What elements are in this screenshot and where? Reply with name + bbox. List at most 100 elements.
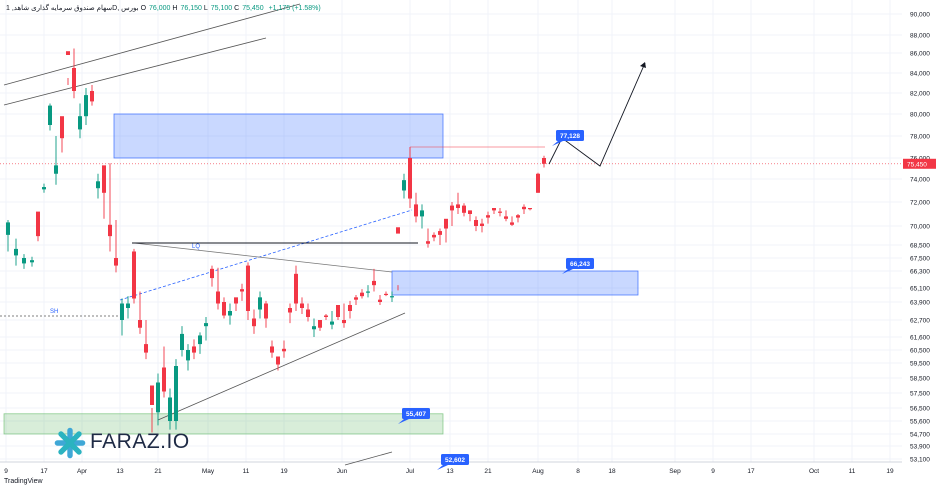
candle-body	[258, 297, 262, 310]
legend-change: +1,175 (+1.58%)	[268, 5, 321, 12]
price-callout: 77,128	[552, 130, 584, 146]
last-price-badge-bg	[903, 158, 936, 169]
price-callout-tail	[437, 465, 448, 470]
y-tick-label: 66,300	[910, 269, 930, 276]
candle-body	[234, 297, 238, 304]
y-tick-label: 68,500	[910, 243, 930, 250]
candle	[120, 298, 124, 336]
candle-body	[6, 222, 10, 235]
candle	[408, 147, 412, 208]
candle	[96, 173, 100, 199]
y-tick-label: 86,000	[910, 51, 930, 58]
candle-body	[342, 320, 346, 324]
candle	[150, 385, 154, 433]
x-tick-label: Oct	[809, 468, 819, 475]
x-tick-label: Aug	[532, 468, 544, 475]
price-callout-bg	[556, 130, 584, 141]
wedge-line-lower	[157, 312, 406, 421]
candle	[240, 283, 244, 301]
candle-body	[132, 251, 136, 299]
candle-body	[306, 309, 310, 317]
price-callout-text: 77,128	[560, 133, 580, 140]
candle	[480, 218, 484, 233]
candle-body	[504, 216, 508, 219]
candle	[528, 208, 532, 211]
price-callout-bg	[441, 454, 469, 465]
candle-body	[510, 222, 514, 225]
candle-body	[168, 397, 172, 421]
x-tick-label: 19	[280, 468, 288, 475]
candle-body	[312, 326, 316, 330]
candle-body	[36, 211, 40, 237]
candle-body	[78, 116, 82, 130]
candle	[192, 339, 196, 360]
candle-body	[22, 258, 26, 264]
projection-path	[548, 62, 646, 167]
x-tick-label: 9	[4, 468, 8, 475]
legend-symbol: سهام‌ صندوق سرمایه گذاری شاهد	[13, 5, 113, 12]
price-callouts: 77,128 66,243 55,407 52,602	[398, 130, 594, 470]
candle-body	[120, 303, 124, 320]
y-tick-label: 65,100	[910, 286, 930, 293]
candle	[330, 311, 334, 330]
y-tick-label: 61,600	[910, 335, 930, 342]
channel-line-lower	[3, 37, 267, 106]
candle-body	[324, 315, 328, 317]
candle-body	[536, 173, 540, 193]
candle-body	[174, 366, 178, 421]
x-tick-label: May	[202, 468, 215, 475]
candle	[222, 297, 226, 319]
candle	[372, 268, 376, 292]
candle-body	[384, 293, 388, 296]
candle-body	[378, 299, 382, 302]
candle	[210, 265, 214, 287]
candle	[282, 340, 286, 358]
legend-high: 76,150	[180, 5, 202, 12]
x-tick-label: 13	[446, 468, 454, 475]
y-tick-label: 57,500	[910, 391, 930, 398]
candle	[468, 210, 472, 222]
annotation-sh: SH	[50, 309, 58, 315]
candle-body	[372, 280, 376, 286]
candle	[108, 163, 112, 252]
candle	[300, 297, 304, 314]
candle-body	[252, 318, 256, 327]
support-zone	[3, 413, 444, 435]
y-tick-label: 70,000	[910, 224, 930, 231]
price-callout: 55,407	[398, 408, 430, 424]
candle	[78, 103, 82, 139]
y-tick-label: 72,000	[910, 200, 930, 207]
candle	[204, 317, 208, 341]
faraz-logo-icon	[54, 427, 86, 459]
y-tick-label: 67,500	[910, 256, 930, 263]
candle	[318, 320, 322, 331]
candle-body	[222, 302, 226, 316]
x-tick-label: 17	[40, 468, 48, 475]
candle	[432, 232, 436, 242]
candle-body	[138, 320, 142, 328]
candle-body	[300, 303, 304, 308]
candle-body	[204, 323, 208, 327]
y-tick-label: 84,000	[910, 71, 930, 78]
x-tick-label: 11	[849, 468, 856, 475]
candle	[84, 88, 88, 125]
candle-body	[396, 227, 400, 234]
candle-body	[354, 297, 358, 300]
candle-body	[456, 204, 460, 208]
candle	[384, 291, 388, 297]
price-callout-text: 55,407	[406, 411, 426, 418]
candle	[30, 256, 34, 267]
candle	[510, 216, 514, 226]
candle	[498, 208, 502, 217]
candle	[542, 155, 546, 168]
candle-body	[192, 346, 196, 353]
candle	[366, 285, 370, 298]
tradingview-footer: TradingView	[4, 478, 43, 485]
candle	[22, 254, 26, 269]
last-price-label: 75,450	[907, 161, 927, 168]
candle	[348, 300, 352, 319]
candle-body	[282, 348, 286, 352]
candle-body	[84, 95, 88, 117]
candle-body	[30, 260, 34, 263]
